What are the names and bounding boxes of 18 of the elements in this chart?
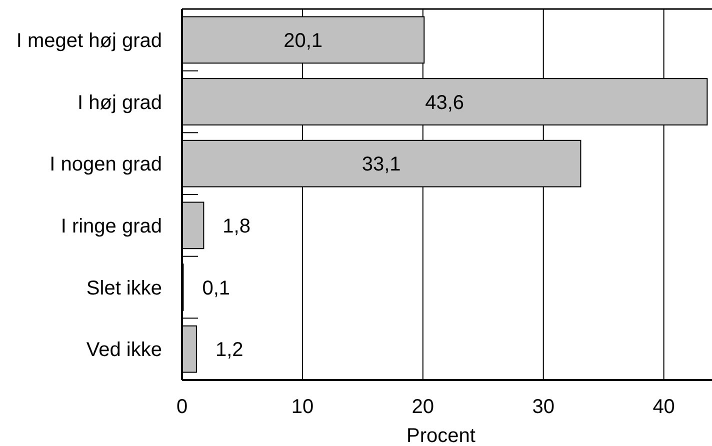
data-label: 33,1 xyxy=(362,154,401,176)
y-tick-label: Slet ikke xyxy=(86,277,162,300)
x-axis-title: Procent xyxy=(406,425,476,446)
y-tick-label: I høj grad xyxy=(78,92,162,114)
data-label: 43,6 xyxy=(425,92,464,114)
y-tick-label: Ved ikke xyxy=(86,339,162,362)
data-label: 20,1 xyxy=(284,30,323,52)
x-tick-label: 40 xyxy=(652,396,675,418)
x-tick-label: 0 xyxy=(176,396,188,418)
y-tick-label: I meget høj grad xyxy=(16,30,162,52)
x-tick-label: 10 xyxy=(291,396,314,418)
x-tick-label: 20 xyxy=(412,396,434,418)
y-tick-label: I nogen grad xyxy=(50,154,162,176)
data-label: 1,8 xyxy=(222,215,250,238)
data-label: 1,2 xyxy=(215,339,244,362)
x-tick-label: 30 xyxy=(532,396,554,418)
data-label: 0,1 xyxy=(202,277,230,300)
y-tick-label: I ringe grad xyxy=(60,215,162,238)
